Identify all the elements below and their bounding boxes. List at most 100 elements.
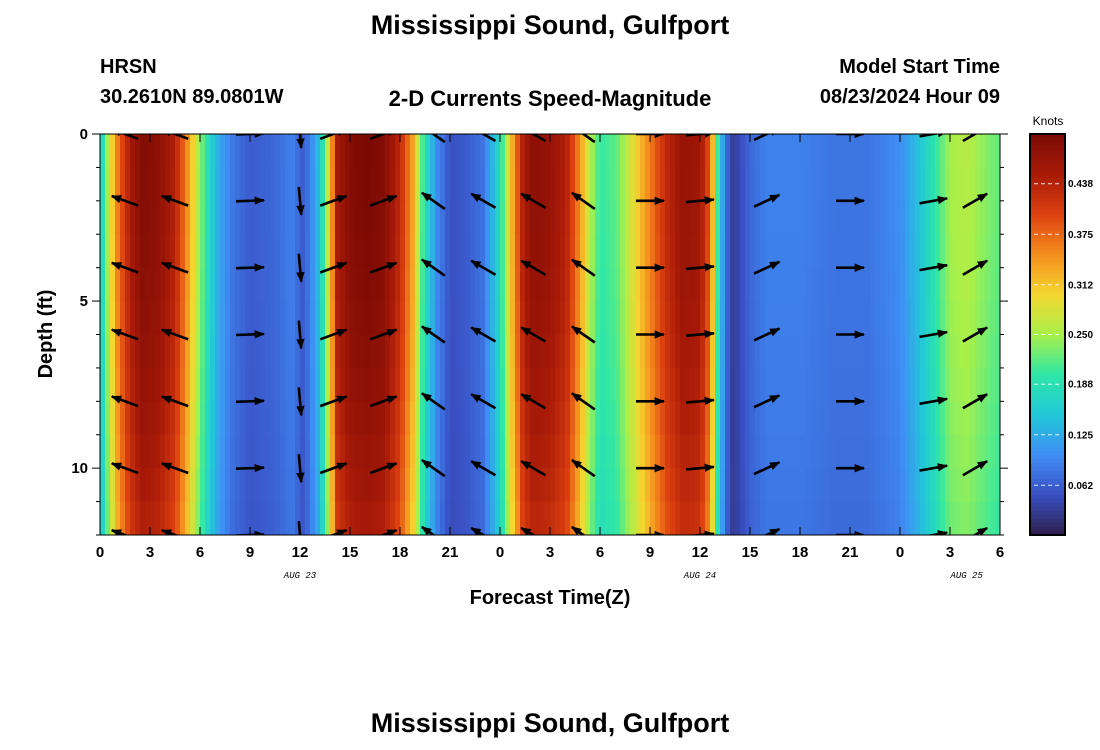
heatmap-cell bbox=[565, 167, 571, 202]
heatmap-cell bbox=[185, 134, 191, 169]
heatmap-cell bbox=[415, 501, 421, 535]
heatmap-cell bbox=[615, 367, 621, 402]
heatmap-cell bbox=[395, 468, 401, 503]
heatmap-cell bbox=[780, 167, 786, 202]
heatmap-cell bbox=[645, 167, 651, 202]
heatmap-cell bbox=[285, 134, 291, 169]
heatmap-cell bbox=[625, 234, 631, 269]
heatmap-cell bbox=[130, 234, 136, 269]
heatmap-cell bbox=[345, 367, 351, 402]
heatmap-cell bbox=[875, 468, 881, 503]
heatmap-cell bbox=[750, 367, 756, 402]
heatmap-cell bbox=[760, 267, 766, 302]
heatmap-cell bbox=[850, 501, 856, 535]
heatmap-cell bbox=[290, 334, 296, 369]
x-tick-label: 18 bbox=[392, 544, 409, 561]
heatmap-cell bbox=[950, 134, 956, 169]
heatmap-cell bbox=[260, 468, 266, 503]
heatmap-cell bbox=[440, 301, 446, 336]
heatmap-cell bbox=[870, 468, 876, 503]
heatmap-cell bbox=[890, 434, 896, 469]
heatmap-cell bbox=[735, 434, 741, 469]
heatmap-cell bbox=[410, 367, 416, 402]
heatmap-cell bbox=[920, 501, 926, 535]
heatmap-cell bbox=[120, 434, 126, 469]
heatmap-cell bbox=[610, 501, 616, 535]
heatmap-cell bbox=[445, 301, 451, 336]
heatmap-cell bbox=[100, 167, 106, 202]
heatmap-cell bbox=[355, 134, 361, 169]
heatmap-cell bbox=[325, 167, 331, 202]
heatmap-cell bbox=[610, 267, 616, 302]
heatmap-cell bbox=[495, 167, 501, 202]
heatmap-cell bbox=[710, 234, 716, 269]
heatmap-cell bbox=[545, 434, 551, 469]
heatmap-cell bbox=[830, 468, 836, 503]
heatmap-cell bbox=[895, 334, 901, 369]
heatmap-cell bbox=[550, 401, 556, 436]
heatmap-cell bbox=[730, 501, 736, 535]
heatmap-cell bbox=[215, 401, 221, 436]
heatmap-cell bbox=[385, 267, 391, 302]
heatmap-cell bbox=[165, 267, 171, 302]
heatmap-cell bbox=[290, 501, 296, 535]
heatmap-cell bbox=[950, 200, 956, 235]
heatmap-cell bbox=[915, 200, 921, 235]
heatmap-cell bbox=[385, 434, 391, 469]
heatmap-cell bbox=[820, 334, 826, 369]
heatmap-cell bbox=[670, 267, 676, 302]
heatmap-cell bbox=[580, 501, 586, 535]
heatmap-cell bbox=[845, 367, 851, 402]
heatmap-cell bbox=[835, 134, 841, 169]
heatmap-cell bbox=[360, 367, 366, 402]
heatmap-cell bbox=[895, 200, 901, 235]
heatmap-cell bbox=[840, 334, 846, 369]
heatmap-cell bbox=[115, 134, 121, 169]
heatmap-cell bbox=[715, 401, 721, 436]
heatmap-cell bbox=[925, 301, 931, 336]
current-vector-arrow bbox=[160, 194, 189, 207]
heatmap-cell bbox=[840, 367, 846, 402]
heatmap-cell bbox=[350, 334, 356, 369]
heatmap-cell bbox=[960, 267, 966, 302]
colorbar-segment bbox=[1030, 318, 1065, 324]
heatmap-cell bbox=[995, 134, 1000, 169]
heatmap-cell bbox=[525, 200, 531, 235]
heatmap-cell bbox=[640, 301, 646, 336]
heatmap-cell bbox=[985, 468, 991, 503]
heatmap-cell bbox=[810, 468, 816, 503]
heatmap-cell bbox=[900, 434, 906, 469]
heatmap-cell bbox=[810, 501, 816, 535]
heatmap-cell bbox=[220, 301, 226, 336]
heatmap-cell bbox=[440, 367, 446, 402]
heatmap-cell bbox=[670, 234, 676, 269]
heatmap-cell bbox=[865, 167, 871, 202]
heatmap-cell bbox=[750, 468, 756, 503]
heatmap-cell bbox=[550, 167, 556, 202]
heatmap-cell bbox=[400, 367, 406, 402]
heatmap-cell bbox=[540, 367, 546, 402]
heatmap-cell bbox=[240, 167, 246, 202]
heatmap-cell bbox=[430, 267, 436, 302]
heatmap-cell bbox=[990, 401, 996, 436]
heatmap-cell bbox=[835, 334, 841, 369]
heatmap-cell bbox=[220, 234, 226, 269]
heatmap-cell bbox=[645, 401, 651, 436]
heatmap-cell bbox=[410, 200, 416, 235]
heatmap-cell bbox=[110, 468, 116, 503]
heatmap-cell bbox=[270, 468, 276, 503]
heatmap-cell bbox=[685, 167, 691, 202]
heatmap-cell bbox=[855, 234, 861, 269]
heatmap-cell bbox=[530, 367, 536, 402]
heatmap-cell bbox=[695, 234, 701, 269]
current-vector-arrow bbox=[296, 320, 305, 350]
heatmap-cell bbox=[375, 234, 381, 269]
x-tick-label: 0 bbox=[896, 544, 904, 561]
heatmap-cell bbox=[845, 267, 851, 302]
current-vector-arrow bbox=[296, 134, 305, 149]
heatmap-cell bbox=[515, 200, 521, 235]
heatmap-cell bbox=[205, 134, 211, 169]
heatmap-cell bbox=[735, 134, 741, 169]
heatmap-cell bbox=[110, 134, 116, 169]
heatmap-cell bbox=[745, 167, 751, 202]
